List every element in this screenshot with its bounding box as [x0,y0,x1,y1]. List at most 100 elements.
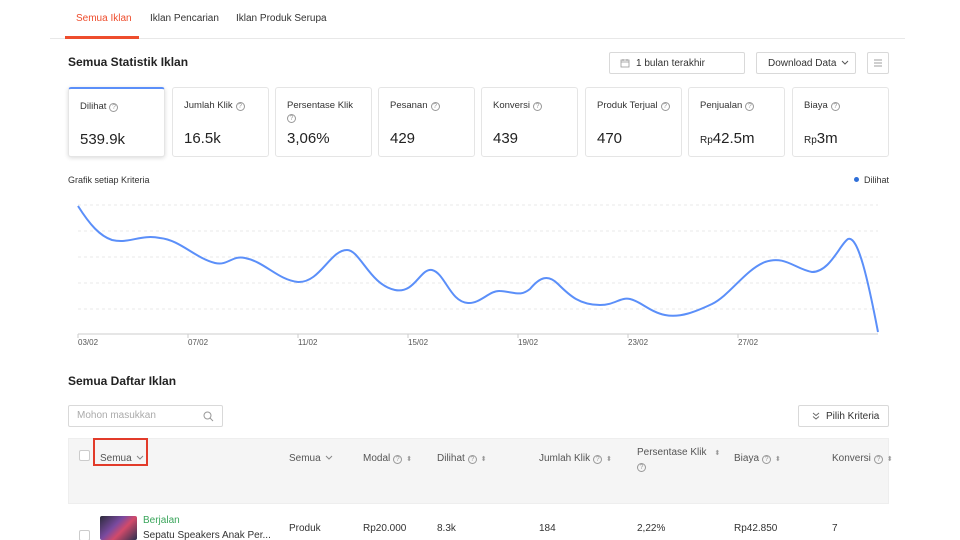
column-modal[interactable]: Modal? ⬍ [363,452,412,466]
help-icon: ? [430,102,440,111]
metric-card-konversi[interactable]: Konversi? 439 [481,87,578,157]
metric-card-produk-terjual[interactable]: Produk Terjual? 470 [585,87,682,157]
stats-title: Semua Statistik Iklan [68,55,189,69]
tab-iklan-pencarian[interactable]: Iklan Pencarian [150,13,219,24]
help-icon: ? [637,463,646,472]
tab-bar [50,0,905,39]
metric-card-pesanan[interactable]: Pesanan? 429 [378,87,475,157]
metric-label: Konversi [493,100,530,111]
metric-label: Produk Terjual [597,100,658,111]
column-label: Biaya [734,453,760,464]
search-input[interactable] [77,410,197,421]
x-tick-marks [77,334,739,338]
help-icon: ? [393,455,403,464]
help-icon: ? [235,102,245,111]
help-icon: ? [660,102,670,111]
metric-amount: 3m [816,130,838,147]
chevron-down-icon [325,455,333,460]
highlight-box [93,438,148,466]
download-data-button[interactable]: Download Data [756,52,856,74]
row-checkbox[interactable] [79,530,90,540]
metric-label: Jumlah Klik [184,100,233,111]
sort-icon: ⬍ [775,456,781,463]
metric-card-penjualan[interactable]: Penjualan? Rp42.5m [688,87,785,157]
x-tick-label: 19/02 [518,338,539,347]
pilih-kriteria-label: Pilih Kriteria [826,410,880,422]
metric-card-biaya[interactable]: Biaya? Rp3m [792,87,889,157]
column-konversi[interactable]: Konversi? ⬍ [832,452,893,466]
tab-semua-iklan[interactable]: Semua Iklan [76,13,132,24]
metric-label: Biaya [804,100,828,111]
sort-icon: ⬍ [480,456,487,463]
type-filter-label: Semua [289,453,321,464]
help-icon: ? [109,103,119,112]
chevron-down-icon [842,60,849,65]
download-data-label: Download Data [768,57,837,69]
cell-type: Produk [289,523,321,534]
column-persentase-klik[interactable]: Persentase Klik ⬍? [637,446,720,473]
status-filter-dropdown[interactable]: Semua [100,452,144,465]
cell-persentase-klik: 2,22% [637,523,666,534]
metric-label: Persentase Klik [287,100,354,111]
metric-card-dilihat[interactable]: Dilihat? 539.9k [68,87,165,157]
ad-list-title: Semua Daftar Iklan [68,374,177,388]
metric-value: 539.9k [80,131,126,148]
metric-amount: 42.5m [712,130,755,147]
chart-title: Grafik setiap Kriteria [68,175,150,185]
metric-value: 3,06% [287,130,330,147]
column-jumlah-klik[interactable]: Jumlah Klik? ⬍ [539,452,612,466]
status-filter-label: Semua [100,453,132,464]
x-tick-label: 23/02 [628,338,649,347]
status-badge: Berjalan [143,515,180,526]
cell-konversi: 7 [832,523,838,534]
product-thumbnail[interactable] [100,516,137,540]
tab-iklan-produk-serupa[interactable]: Iklan Produk Serupa [236,13,327,24]
column-label: Persentase Klik [637,447,707,458]
active-tab-indicator [65,36,139,39]
cell-dilihat: 8.3k [437,523,456,534]
column-biaya[interactable]: Biaya? ⬍ [734,452,781,466]
column-label: Dilihat [437,453,465,464]
date-range-picker[interactable]: 1 bulan terakhir [609,52,745,74]
product-name-link[interactable]: Sepatu Speakers Anak Per... [143,530,271,540]
help-icon: ? [873,455,883,464]
metric-label: Penjualan [700,100,743,111]
metric-value: 429 [390,130,416,147]
metric-card-persentase-klik[interactable]: Persentase Klik? 3,06% [275,87,372,157]
metric-value: 439 [493,130,519,147]
legend-dot [853,177,859,182]
sort-icon: ⬍ [886,456,893,463]
cell-jumlah-klik: 184 [539,523,556,534]
metric-card-jumlah-klik[interactable]: Jumlah Klik? 16.5k [172,87,269,157]
calendar-icon [620,59,630,68]
sort-icon: ⬍ [606,456,613,463]
select-all-checkbox[interactable] [79,450,90,461]
search-icon[interactable] [203,411,214,422]
menu-button[interactable] [867,52,889,74]
metric-value: Rp42.5m [700,130,755,147]
type-filter-dropdown[interactable]: Semua [289,452,333,465]
column-label: Jumlah Klik [539,453,591,464]
x-tick-label: 03/02 [78,338,99,347]
list-icon [874,59,882,67]
column-label: Modal [363,453,391,464]
metric-value: 470 [597,130,623,147]
search-box [68,405,223,427]
legend-label: Dilihat [863,175,889,185]
help-icon: ? [287,114,296,123]
cell-modal: Rp20.000 [363,523,407,534]
metric-value: 16.5k [184,130,221,147]
pilih-kriteria-button[interactable]: Pilih Kriteria [798,405,889,427]
metric-label: Pesanan [390,100,428,111]
date-range-label: 1 bulan terakhir [636,57,705,69]
help-icon: ? [467,455,477,464]
cell-biaya: Rp42.850 [734,523,778,534]
metric-value: Rp3m [804,130,838,147]
help-icon: ? [532,102,542,111]
chart-gridlines [78,204,878,335]
help-icon: ? [745,102,755,111]
table-header [68,438,889,504]
x-tick-label: 27/02 [738,338,759,347]
metric-label: Dilihat [80,101,107,112]
column-dilihat[interactable]: Dilihat? ⬍ [437,452,487,466]
